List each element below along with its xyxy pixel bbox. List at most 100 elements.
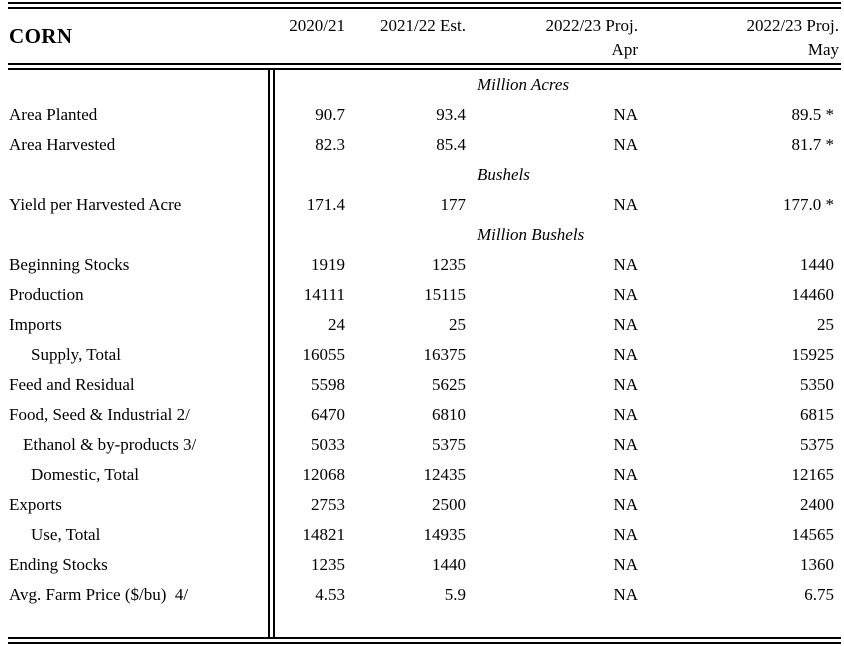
bottom-border-rule xyxy=(8,637,841,644)
value-2022-23-proj-apr: NA xyxy=(613,195,638,214)
column-header-sublabel: May xyxy=(807,40,839,59)
table-row: Production 14111 15115 NA 14460 xyxy=(8,280,841,310)
value-2022-23-proj-may: 1360 xyxy=(800,555,834,574)
table-row: Beginning Stocks 1919 1235 NA 1440 xyxy=(8,250,841,280)
table-row: Ending Stocks 1235 1440 NA 1360 xyxy=(8,550,841,580)
row-label: Yield per Harvested Acre xyxy=(9,195,182,214)
value-2021-22-est: 6810 xyxy=(432,405,466,424)
header-divider-rule xyxy=(8,63,841,70)
value-2022-23-proj-may: 14565 xyxy=(791,525,835,544)
value-2021-22-est: 177 xyxy=(440,195,467,214)
row-label: Supply, Total xyxy=(31,345,121,364)
value-2020-21: 5598 xyxy=(311,375,345,394)
column-header-label: 2022/23 Proj. xyxy=(545,16,638,35)
value-2022-23-proj-apr: NA xyxy=(613,135,638,154)
value-2022-23-proj-apr: NA xyxy=(613,555,638,574)
value-2020-21: 6470 xyxy=(311,405,345,424)
unit-row-empty-label xyxy=(8,160,268,190)
value-2022-23-proj-may: 25 xyxy=(817,315,834,334)
table-row: Exports 2753 2500 NA 2400 xyxy=(8,490,841,520)
value-2022-23-proj-may: 5375 xyxy=(800,435,834,454)
column-header-sublabel xyxy=(275,38,345,62)
table-row: Avg. Farm Price ($/bu) 4/ 4.53 5.9 NA 6.… xyxy=(8,580,841,610)
value-2020-21: 12068 xyxy=(302,465,346,484)
row-label: Ethanol & by-products 3/ xyxy=(23,435,197,454)
column-header-sublabel xyxy=(347,38,466,62)
value-2020-21: 2753 xyxy=(311,495,345,514)
column-header-2021-22-est: 2021/22 Est. xyxy=(347,9,467,63)
table-body: Million Acres Area Planted 90.7 93.4 NA … xyxy=(8,70,841,610)
unit-row: Million Acres xyxy=(8,70,841,100)
column-header-2020-21: 2020/21 xyxy=(275,9,347,63)
row-label: Imports xyxy=(9,315,62,334)
value-2022-23-proj-apr: NA xyxy=(613,105,638,124)
value-2021-22-est: 93.4 xyxy=(436,105,466,124)
value-2020-21: 4.53 xyxy=(315,585,345,604)
value-2022-23-proj-may: 6815 xyxy=(800,405,834,424)
value-2020-21: 1919 xyxy=(311,255,345,274)
value-2022-23-proj-may: 6.75 xyxy=(804,585,834,604)
value-2020-21: 14111 xyxy=(303,285,345,304)
row-label: Feed and Residual xyxy=(9,375,135,394)
table-row: Use, Total 14821 14935 NA 14565 xyxy=(8,520,841,550)
column-header-label: 2021/22 Est. xyxy=(380,16,466,35)
corn-table: CORN 2020/21 2021/22 Est. 2022/23 Proj. … xyxy=(8,2,841,644)
table-body-wrap: Million Acres Area Planted 90.7 93.4 NA … xyxy=(8,70,841,637)
table-row: Feed and Residual 5598 5625 NA 5350 xyxy=(8,370,841,400)
value-2022-23-proj-may: 1440 xyxy=(800,255,834,274)
header-spacer xyxy=(268,9,275,63)
value-2020-21: 90.7 xyxy=(315,105,345,124)
value-2020-21: 24 xyxy=(328,315,345,334)
row-label: Avg. Farm Price ($/bu) 4/ xyxy=(9,585,189,604)
column-header-sublabel: Apr xyxy=(611,40,638,59)
value-2020-21: 1235 xyxy=(311,555,345,574)
value-2021-22-est: 1235 xyxy=(432,255,466,274)
top-border-rule xyxy=(8,2,841,9)
value-2020-21: 14821 xyxy=(302,525,346,544)
value-2021-22-est: 2500 xyxy=(432,495,466,514)
value-2021-22-est: 16375 xyxy=(423,345,467,364)
table-row: Supply, Total 16055 16375 NA 15925 xyxy=(8,340,841,370)
value-2022-23-proj-apr: NA xyxy=(613,435,638,454)
row-label: Exports xyxy=(9,495,62,514)
unit-row: Bushels xyxy=(8,160,841,190)
table-row: Domestic, Total 12068 12435 NA 12165 xyxy=(8,460,841,490)
unit-label: Million Bushels xyxy=(477,225,585,244)
value-2022-23-proj-may: 12165 xyxy=(791,465,835,484)
row-label: Area Harvested xyxy=(9,135,116,154)
row-label: Food, Seed & Industrial 2/ xyxy=(9,405,190,424)
table-row: Food, Seed & Industrial 2/ 6470 6810 NA … xyxy=(8,400,841,430)
value-2022-23-proj-may: 2400 xyxy=(800,495,834,514)
value-2022-23-proj-may: 5350 xyxy=(800,375,834,394)
row-label: Area Planted xyxy=(9,105,98,124)
value-2022-23-proj-apr: NA xyxy=(613,495,638,514)
unit-row: Million Bushels xyxy=(8,220,841,250)
value-2022-23-proj-may: 14460 xyxy=(791,285,835,304)
row-label: Domestic, Total xyxy=(31,465,140,484)
value-2022-23-proj-may: 177.0 * xyxy=(783,195,834,214)
table-row: Area Planted 90.7 93.4 NA 89.5 * xyxy=(8,100,841,130)
value-2020-21: 16055 xyxy=(302,345,346,364)
column-header-label: 2022/23 Proj. xyxy=(746,16,839,35)
value-2021-22-est: 15115 xyxy=(424,285,466,304)
value-2022-23-proj-apr: NA xyxy=(613,315,638,334)
value-2022-23-proj-apr: NA xyxy=(613,345,638,364)
label-column-divider xyxy=(268,70,275,637)
row-label: Ending Stocks xyxy=(9,555,108,574)
value-2021-22-est: 14935 xyxy=(423,525,467,544)
value-2021-22-est: 85.4 xyxy=(436,135,466,154)
value-2022-23-proj-apr: NA xyxy=(613,525,638,544)
value-2021-22-est: 25 xyxy=(449,315,466,334)
value-2022-23-proj-may: 15925 xyxy=(791,345,835,364)
value-2022-23-proj-apr: NA xyxy=(613,585,638,604)
value-2022-23-proj-apr: NA xyxy=(613,465,638,484)
commodity-title: CORN xyxy=(9,23,73,48)
value-2022-23-proj-apr: NA xyxy=(613,255,638,274)
value-2021-22-est: 1440 xyxy=(432,555,466,574)
value-2022-23-proj-apr: NA xyxy=(613,375,638,394)
value-2022-23-proj-may: 89.5 * xyxy=(791,105,835,124)
table-row: Ethanol & by-products 3/ 5033 5375 NA 53… xyxy=(8,430,841,460)
table-row: Yield per Harvested Acre 171.4 177 NA 17… xyxy=(8,190,841,220)
unit-label: Million Acres xyxy=(477,75,570,94)
